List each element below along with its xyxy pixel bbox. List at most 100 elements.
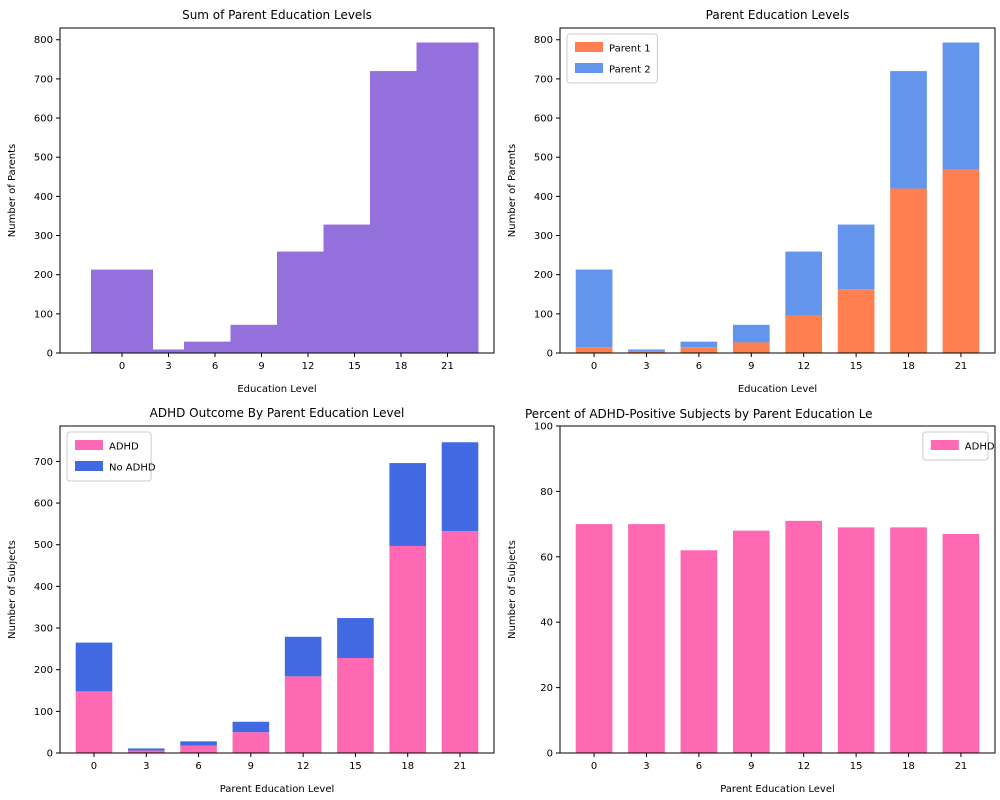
bar-parent-1-12 — [785, 315, 823, 353]
y-tick-label-0: 0 — [47, 749, 53, 760]
legend-box — [66, 431, 152, 482]
y-tick-label-100: 100 — [34, 309, 53, 320]
legend-label-parent-1: Parent 1 — [609, 44, 651, 55]
x-axis-label: Parent Education Level — [220, 784, 335, 795]
x-tick-label-9: 9 — [258, 361, 264, 372]
y-tick-label-600: 600 — [34, 114, 53, 125]
y-tick-label-800: 800 — [34, 35, 53, 46]
y-ticks: 0 100 200 300 400 500 600 700 800 — [534, 35, 560, 360]
bar-parent-1-9 — [732, 342, 770, 353]
bar-bin-5 — [323, 224, 370, 353]
bar-no-adhd-6 — [180, 741, 217, 746]
subplot-3: 0 100 200 300 400 500 600 700 0 3 6 9 12 15 18 21 Parent… — [7, 406, 495, 795]
x-tick-label-15: 15 — [850, 361, 863, 372]
x-tick-label-18: 18 — [395, 361, 408, 372]
x-tick-label-18: 18 — [902, 361, 915, 372]
x-tick-label-18: 18 — [401, 761, 414, 772]
x-ticks: 0 3 6 9 12 15 18 21 — [591, 753, 967, 772]
x-tick-label-12: 12 — [302, 361, 315, 372]
y-tick-label-800: 800 — [534, 35, 553, 46]
x-tick-label-21: 21 — [955, 761, 968, 772]
bar-no-adhd-3 — [127, 748, 165, 751]
subplot-2: 0 100 200 300 400 500 600 700 800 0 3 6 9 12 15 18 21 Edu… — [507, 8, 996, 395]
y-axis-label: Number of Subjects — [507, 540, 518, 639]
x-tick-label-0: 0 — [119, 361, 125, 372]
y-tick-label-200: 200 — [534, 270, 553, 281]
x-tick-label-6: 6 — [212, 361, 218, 372]
bar-adhd-6 — [680, 550, 718, 753]
x-ticks: 0 3 6 9 12 15 18 21 — [119, 353, 454, 372]
legend-swatch-no-adhd — [75, 461, 103, 471]
x-tick-label-12: 12 — [797, 361, 810, 372]
y-tick-label-40: 40 — [540, 618, 553, 629]
y-tick-label-400: 400 — [34, 582, 53, 593]
bar-parent-2-3 — [628, 349, 665, 352]
y-tick-label-80: 80 — [540, 487, 553, 498]
bar-parent-1-21 — [942, 169, 980, 353]
x-tick-label-6: 6 — [696, 761, 702, 772]
x-tick-label-12: 12 — [797, 761, 810, 772]
chart-title: Parent Education Levels — [706, 8, 850, 22]
x-ticks: 0 3 6 9 12 15 18 21 — [91, 753, 466, 772]
bar-parent-1-3 — [628, 351, 665, 353]
y-tick-label-60: 60 — [540, 552, 553, 563]
x-axis-label: Education Level — [738, 384, 817, 395]
axes-frame — [559, 425, 996, 754]
x-tick-label-21: 21 — [441, 361, 454, 372]
y-tick-label-200: 200 — [34, 270, 53, 281]
bar-parent-1-6 — [680, 347, 718, 353]
legend-label-adhd: ADHD — [965, 442, 995, 453]
bar-no-adhd-21 — [441, 442, 479, 531]
bar-parent-2-21 — [942, 42, 980, 170]
y-tick-label-700: 700 — [34, 74, 53, 85]
bar-adhd-9 — [732, 530, 770, 753]
x-ticks: 0 3 6 9 12 15 18 21 — [591, 353, 967, 372]
y-tick-label-100: 100 — [34, 707, 53, 718]
bar-adhd-21 — [441, 530, 479, 753]
legend-swatch-adhd — [75, 440, 103, 450]
y-tick-label-20: 20 — [540, 683, 553, 694]
y-tick-label-700: 700 — [534, 74, 553, 85]
bars-group — [75, 442, 479, 753]
x-tick-label-15: 15 — [850, 761, 863, 772]
bar-adhd-15 — [837, 527, 875, 753]
legend-label-no-adhd: No ADHD — [109, 463, 156, 474]
bar-parent-1-0 — [575, 347, 613, 353]
bar-no-adhd-15 — [337, 618, 374, 659]
bar-parent-2-15 — [837, 224, 875, 290]
y-tick-label-0: 0 — [547, 349, 553, 360]
y-tick-label-600: 600 — [534, 114, 553, 125]
y-tick-label-100: 100 — [534, 309, 553, 320]
x-axis-label: Education Level — [237, 384, 316, 395]
bar-bin-6 — [370, 71, 417, 353]
legend-box — [566, 33, 658, 84]
bar-bin-7 — [416, 42, 479, 354]
legend-label-parent-2: Parent 2 — [609, 65, 651, 76]
y-tick-label-500: 500 — [34, 153, 53, 164]
y-tick-label-700: 700 — [34, 457, 53, 468]
x-tick-label-6: 6 — [195, 761, 201, 772]
axes-frame — [559, 27, 996, 354]
y-axis-label: Number of Parents — [507, 144, 518, 237]
legend-swatch-adhd — [930, 440, 959, 450]
x-tick-label-9: 9 — [748, 361, 754, 372]
chart-title: Sum of Parent Education Levels — [182, 8, 372, 22]
x-tick-label-3: 3 — [643, 361, 649, 372]
chart-title: Percent of ADHD-Positive Subjects by Par… — [525, 407, 873, 421]
bar-no-adhd-9 — [232, 721, 270, 733]
bar-no-adhd-18 — [389, 463, 427, 546]
bar-parent-2-0 — [575, 269, 613, 348]
axes-frame — [59, 27, 495, 354]
x-tick-label-15: 15 — [348, 361, 361, 372]
y-axis-label: Number of Parents — [7, 144, 18, 237]
bar-adhd-15 — [337, 658, 374, 753]
x-tick-label-3: 3 — [643, 761, 649, 772]
x-tick-label-3: 3 — [143, 761, 149, 772]
bar-bin-0 — [91, 269, 153, 353]
bars-group — [91, 42, 479, 354]
y-tick-label-200: 200 — [34, 665, 53, 676]
bar-adhd-12 — [785, 520, 823, 753]
legend: ADHD No ADHD — [66, 431, 156, 482]
